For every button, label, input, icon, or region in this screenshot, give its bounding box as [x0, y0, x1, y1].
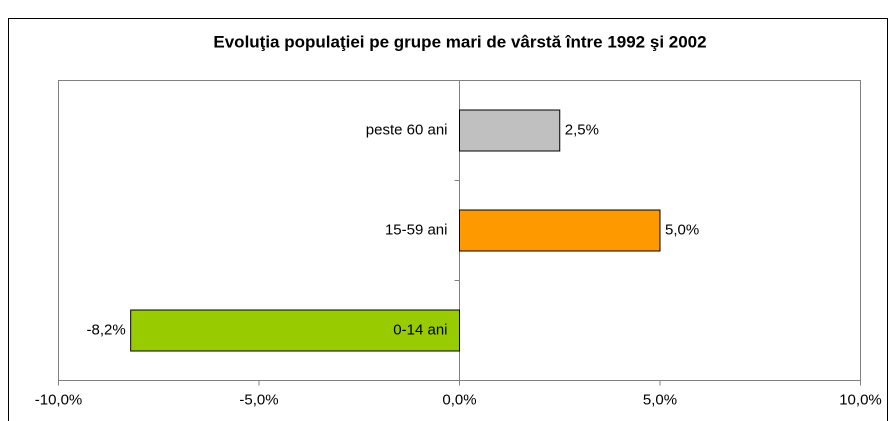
value-label: -8,2% [86, 321, 125, 338]
x-tick-label: -10,0% [35, 391, 83, 408]
x-tick-label: -5,0% [239, 391, 278, 408]
bar [459, 209, 661, 252]
x-tick-label: 10,0% [839, 391, 882, 408]
bar [459, 109, 561, 152]
category-label: 0-14 ani [393, 321, 447, 338]
chart-title: Evoluţia populaţiei pe grupe mari de vâr… [213, 32, 706, 51]
value-label: 2,5% [565, 121, 599, 138]
x-tick-label: 0,0% [442, 391, 476, 408]
category-label: 15-59 ani [385, 221, 448, 238]
value-label: 5,0% [665, 221, 699, 238]
category-label: peste 60 ani [366, 121, 448, 138]
bar [130, 309, 460, 352]
x-tick-label: 5,0% [643, 391, 677, 408]
